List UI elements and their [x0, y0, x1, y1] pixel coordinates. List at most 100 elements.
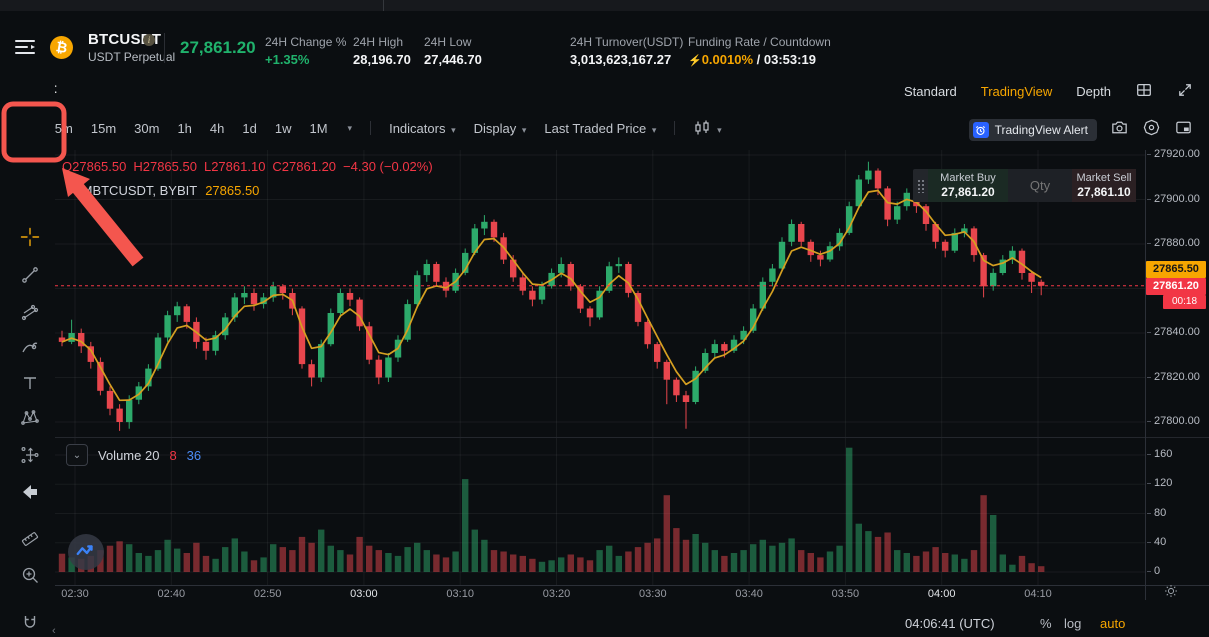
volume-tick: 80	[1146, 506, 1167, 519]
view-tab-standard[interactable]: Standard	[903, 84, 957, 99]
text-tool-icon[interactable]	[19, 372, 41, 394]
legend-low: L27861.10	[203, 159, 266, 174]
drawing-toolbar: ‹	[0, 65, 56, 637]
timeframe-15m[interactable]: 15m	[90, 120, 117, 136]
auto-scale-toggle[interactable]: auto	[1100, 616, 1126, 631]
timeframe-1w[interactable]: 1w	[274, 120, 292, 136]
chart-style-menu[interactable]: ▾	[693, 120, 722, 136]
symbol-name[interactable]: BTCUSDT	[88, 31, 162, 48]
qty-field-wrap	[1008, 169, 1072, 202]
alarm-clock-icon	[972, 122, 989, 138]
magnet-icon[interactable]	[19, 612, 41, 634]
zoom-in-icon[interactable]	[19, 564, 41, 586]
price-tick: 27820.00	[1147, 370, 1200, 383]
market-sell-button[interactable]: Market Sell 27,861.10	[1072, 169, 1136, 202]
time-tick: 03:10	[446, 588, 474, 600]
info-icon[interactable]: i	[143, 34, 155, 46]
stat-label: 24H Low	[424, 35, 472, 49]
qty-input[interactable]	[1011, 177, 1069, 194]
stat-funding-rate: Funding Rate / Countdown ⚡0.0010% / 03:5…	[688, 35, 831, 67]
header-divider	[164, 33, 165, 63]
view-tab-tradingview[interactable]: TradingView	[980, 84, 1053, 99]
stat-24h-change: 24H Change % +1.35%	[265, 35, 346, 67]
stat-value: 28,196.70	[353, 52, 411, 67]
legend-open: O27865.50	[62, 159, 127, 174]
stat-value: +1.35%	[265, 52, 310, 67]
tradingview-logo[interactable]	[68, 534, 104, 570]
time-tick: 03:20	[542, 588, 571, 600]
prediction-tools-icon[interactable]	[19, 444, 41, 466]
time-tick: 03:40	[735, 588, 763, 600]
price-axis[interactable]: 27920.00 27900.00 27880.00 27840.00 27820.00…	[1146, 148, 1209, 600]
top-strip-divider	[383, 0, 384, 11]
timeframe-5m[interactable]: 5m	[54, 120, 73, 136]
stat-label: 24H Change %	[265, 35, 347, 49]
stat-label: 24H High	[353, 35, 404, 49]
chart-actions: TradingView Alert	[968, 118, 1193, 142]
timeframe-1h[interactable]: 1h	[177, 120, 192, 136]
pane-divider[interactable]	[55, 437, 1209, 438]
timeframe-1M[interactable]: 1M	[309, 120, 328, 136]
time-axis-border	[55, 585, 1209, 586]
collapse-toolbar-handle[interactable]: ‹	[52, 625, 56, 637]
price-tick: 27800.00	[1147, 415, 1200, 427]
display-menu[interactable]: Display ▾	[473, 120, 527, 136]
time-axis[interactable]: 02:30 02:40 02:50 03:00 03:10 03:20 03:30 03:40…	[55, 586, 1145, 602]
market-buy-button[interactable]: Market Buy 27,861.20	[928, 169, 1008, 202]
curves-icon[interactable]	[19, 337, 41, 359]
time-tick: 02:30	[61, 588, 89, 600]
time-tick: 03:00	[350, 588, 378, 600]
timeframe-1d[interactable]: 1d	[242, 120, 257, 136]
fullscreen-icon[interactable]	[1177, 82, 1193, 101]
chevron-down-icon[interactable]: ⌄	[66, 444, 88, 466]
view-tab-depth[interactable]: Depth	[1076, 84, 1111, 99]
price-tick: 27920.00	[1147, 148, 1200, 160]
contract-type: USDT Perpetual	[88, 50, 176, 64]
time-tick: 04:10	[1024, 588, 1052, 600]
chart-clock: 04:06:41 (UTC)	[905, 616, 995, 631]
index-symbol: .MBTCUSDT, BYBIT	[78, 183, 198, 198]
timeframe-more-caret[interactable]: ▾	[347, 122, 353, 133]
xabcd-pattern-icon[interactable]	[19, 407, 41, 429]
trade-widget: Market Buy 27,861.20 Market Sell 27,861.…	[913, 169, 1136, 202]
volume-ma2: 36	[186, 447, 202, 463]
toolbar-divider	[370, 121, 372, 135]
axis-settings-icon[interactable]	[1163, 583, 1179, 604]
index-legend: .MBTCUSDT, BYBIT 27865.50	[78, 183, 259, 198]
chart-toolbar: 1m5m15m30m1h4h1d1w1M ▾ Indicators ▾ Disp…	[18, 120, 722, 136]
tradingview-alert-button[interactable]: TradingView Alert	[968, 119, 1097, 141]
time-tick: 03:50	[831, 588, 860, 600]
funding-rate-value: 0.0010%	[701, 52, 754, 67]
price-source-menu[interactable]: Last Traded Price ▾	[544, 120, 657, 136]
timeframe-30m[interactable]: 30m	[134, 120, 160, 136]
time-tick: 03:30	[639, 588, 667, 600]
crosshair-icon[interactable]	[19, 226, 41, 248]
btc-logo: ₿	[50, 36, 73, 59]
volume-pane-header: ⌄ Volume 20 8 36	[66, 444, 201, 466]
price-tick: 27840.00	[1147, 326, 1200, 338]
arrows-icon[interactable]	[19, 481, 41, 503]
trend-line-icon[interactable]	[19, 264, 41, 286]
layout-grid-icon[interactable]	[1135, 81, 1153, 102]
alerts-icon[interactable]	[1142, 118, 1161, 142]
index-value: 27865.50	[205, 183, 260, 198]
measure-ruler-icon[interactable]	[19, 528, 41, 550]
volume-tick: 120	[1146, 477, 1173, 490]
indicators-menu[interactable]: Indicators ▾	[389, 120, 456, 136]
candlestick-chart[interactable]	[55, 150, 1145, 585]
gann-fib-icon[interactable]	[19, 301, 41, 323]
trade-widget-drag-handle[interactable]	[913, 169, 928, 202]
menu-icon[interactable]	[14, 37, 38, 57]
stat-value: 27,446.70	[424, 52, 482, 67]
snapshot-camera-icon[interactable]	[1110, 118, 1129, 142]
percent-scale-toggle[interactable]: %	[1040, 616, 1052, 631]
candle-countdown-badge: 00:18	[1163, 295, 1206, 309]
popout-icon[interactable]	[1174, 118, 1193, 142]
timeframe-4h[interactable]: 4h	[209, 120, 225, 136]
index-price-badge: 27865.50	[1146, 261, 1206, 278]
stat-value: 3,013,623,167.27	[570, 52, 672, 67]
stat-label: 24H Turnover(USDT)	[570, 35, 684, 49]
legend-close: C27861.20	[272, 159, 337, 174]
log-scale-toggle[interactable]: log	[1064, 616, 1082, 631]
instrument-header: ₿ BTCUSDT i USDT Perpetual 27,861.20 24H…	[0, 11, 1209, 67]
